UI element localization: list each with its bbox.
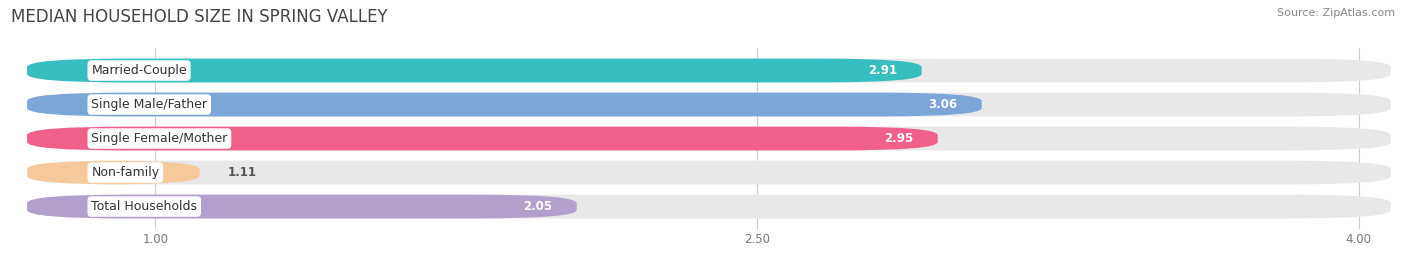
FancyBboxPatch shape [27, 127, 1391, 150]
Text: 1.11: 1.11 [228, 166, 257, 179]
FancyBboxPatch shape [27, 195, 576, 218]
Text: Non-family: Non-family [91, 166, 159, 179]
FancyBboxPatch shape [27, 127, 938, 150]
FancyBboxPatch shape [27, 93, 981, 116]
Text: 2.05: 2.05 [523, 200, 553, 213]
Text: Source: ZipAtlas.com: Source: ZipAtlas.com [1277, 8, 1395, 18]
Text: Married-Couple: Married-Couple [91, 64, 187, 77]
Text: Single Male/Father: Single Male/Father [91, 98, 207, 111]
FancyBboxPatch shape [27, 59, 921, 82]
FancyBboxPatch shape [27, 93, 1391, 116]
Text: 2.91: 2.91 [869, 64, 897, 77]
FancyBboxPatch shape [27, 195, 1391, 218]
Text: 2.95: 2.95 [884, 132, 914, 145]
Text: 3.06: 3.06 [928, 98, 957, 111]
Text: MEDIAN HOUSEHOLD SIZE IN SPRING VALLEY: MEDIAN HOUSEHOLD SIZE IN SPRING VALLEY [11, 8, 388, 26]
FancyBboxPatch shape [27, 161, 1391, 185]
Text: Total Households: Total Households [91, 200, 197, 213]
Text: Single Female/Mother: Single Female/Mother [91, 132, 228, 145]
FancyBboxPatch shape [27, 161, 200, 185]
FancyBboxPatch shape [27, 59, 1391, 82]
